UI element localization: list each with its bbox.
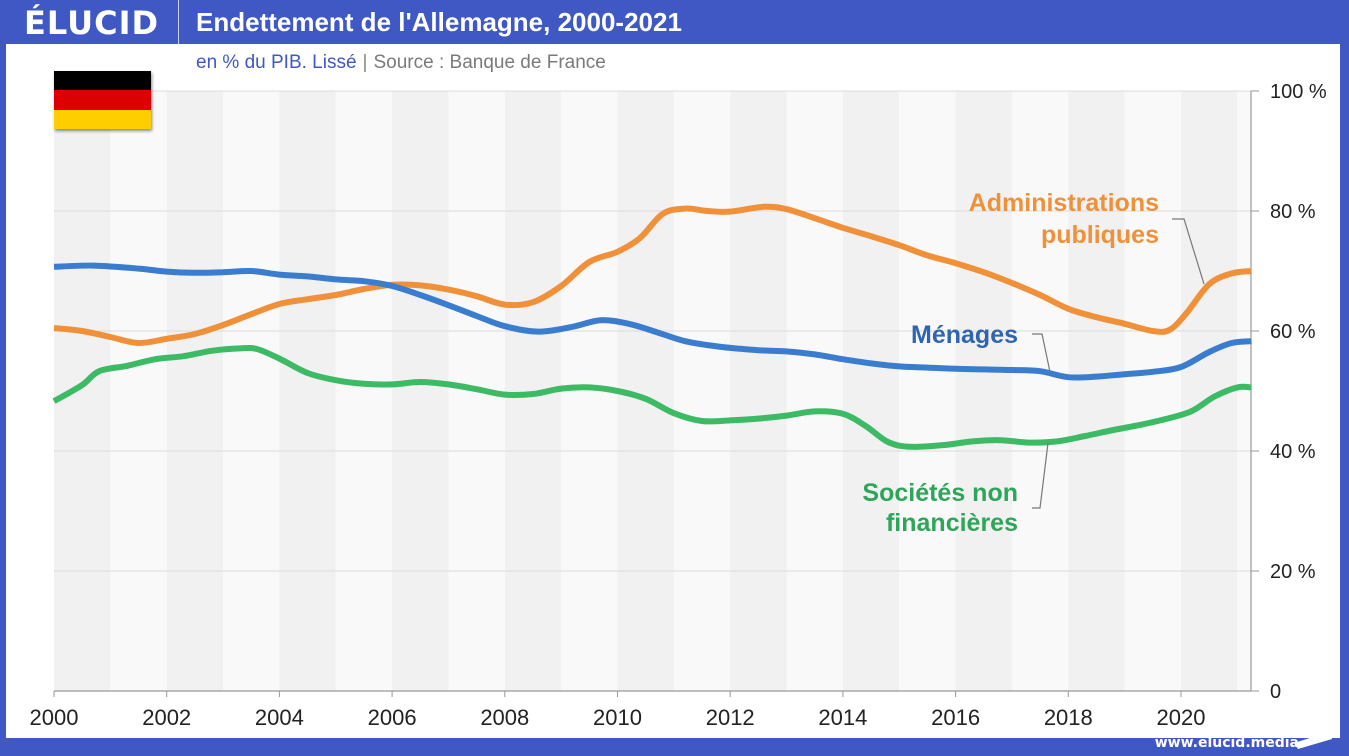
series-line-menages: [53, 262, 1252, 381]
year-bands: [54, 91, 1251, 691]
axes: 2000 2002 2004 2006 2008 2010 2012 2014 2016 2018…: [30, 81, 1327, 730]
year-band: [842, 91, 900, 691]
y-tick-label: 20 %: [1270, 561, 1316, 583]
elucid-mark-icon: [1294, 731, 1332, 749]
header-divider: [178, 0, 179, 44]
year-band: [786, 91, 843, 691]
x-tick-label: 2012: [706, 705, 755, 730]
leader-line: [1172, 218, 1205, 285]
year-band: [335, 91, 393, 691]
year-band: [955, 91, 1012, 691]
x-tick-label: 2002: [142, 705, 191, 730]
flag-stripe-red: [54, 90, 151, 110]
year-band: [1068, 91, 1125, 691]
year-band: [279, 91, 336, 691]
series-lines: [52, 203, 1252, 450]
x-tick-label: 2016: [931, 705, 980, 730]
x-tick-label: 2018: [1044, 705, 1093, 730]
x-tick-label: 2014: [818, 705, 867, 730]
series-label-menages: Ménages: [911, 321, 1018, 349]
year-band: [673, 91, 731, 691]
year-band: [223, 91, 280, 691]
x-tick-label: 2006: [368, 705, 417, 730]
year-band: [166, 91, 224, 691]
year-band: [1011, 91, 1069, 691]
year-band: [899, 91, 956, 691]
leader-line: [1032, 333, 1051, 373]
year-band: [110, 91, 167, 691]
x-tick-label: 2008: [480, 705, 529, 730]
series-label-administrations: publiques: [1041, 221, 1159, 249]
series-label-societes: financières: [886, 509, 1018, 537]
x-tick-label: 2004: [255, 705, 304, 730]
year-band: [730, 91, 787, 691]
leader-line: [1032, 442, 1049, 509]
chart-subtitle: en % du PIB. Lissé | Source : Banque de Fr…: [196, 52, 606, 74]
x-tick-label: 2020: [1157, 705, 1206, 730]
y-tick-label: 80 %: [1270, 201, 1316, 223]
series-line-societes: [52, 344, 1252, 450]
year-band: [1237, 91, 1251, 691]
series-label-societes: Sociétés non: [862, 479, 1018, 507]
chart-title: Endettement de l'Allemagne, 2000-2021: [196, 7, 682, 37]
header-bar: ÉLUCID Endettement de l'Allemagne, 2000-…: [0, 0, 1349, 44]
footer-url[interactable]: www.elucid.media: [1154, 735, 1299, 751]
series-labels: Administrations publiques Ménages Sociétés …: [862, 189, 1205, 537]
source-note: Source : Banque de France: [373, 52, 606, 73]
x-tick-label: 2010: [593, 705, 642, 730]
series-label-administrations: Administrations: [969, 189, 1159, 217]
flag-stripe-gold: [54, 109, 151, 129]
unit-note: en % du PIB. Lissé: [196, 52, 357, 73]
year-band: [392, 91, 449, 691]
series-line-administrations: [53, 203, 1252, 347]
x-tick-label: 2000: [30, 705, 79, 730]
flag-stripe-black: [54, 71, 151, 91]
subtitle-separator: |: [362, 52, 368, 73]
elucid-logo[interactable]: ÉLUCID: [24, 4, 160, 42]
y-tick-label: 100 %: [1270, 81, 1327, 103]
germany-flag-icon: [54, 71, 151, 129]
year-band: [1124, 91, 1181, 691]
y-tick-label: 0: [1270, 681, 1281, 703]
year-band: [54, 91, 111, 691]
y-tick-label: 60 %: [1270, 321, 1316, 343]
y-tick-label: 40 %: [1270, 441, 1316, 463]
